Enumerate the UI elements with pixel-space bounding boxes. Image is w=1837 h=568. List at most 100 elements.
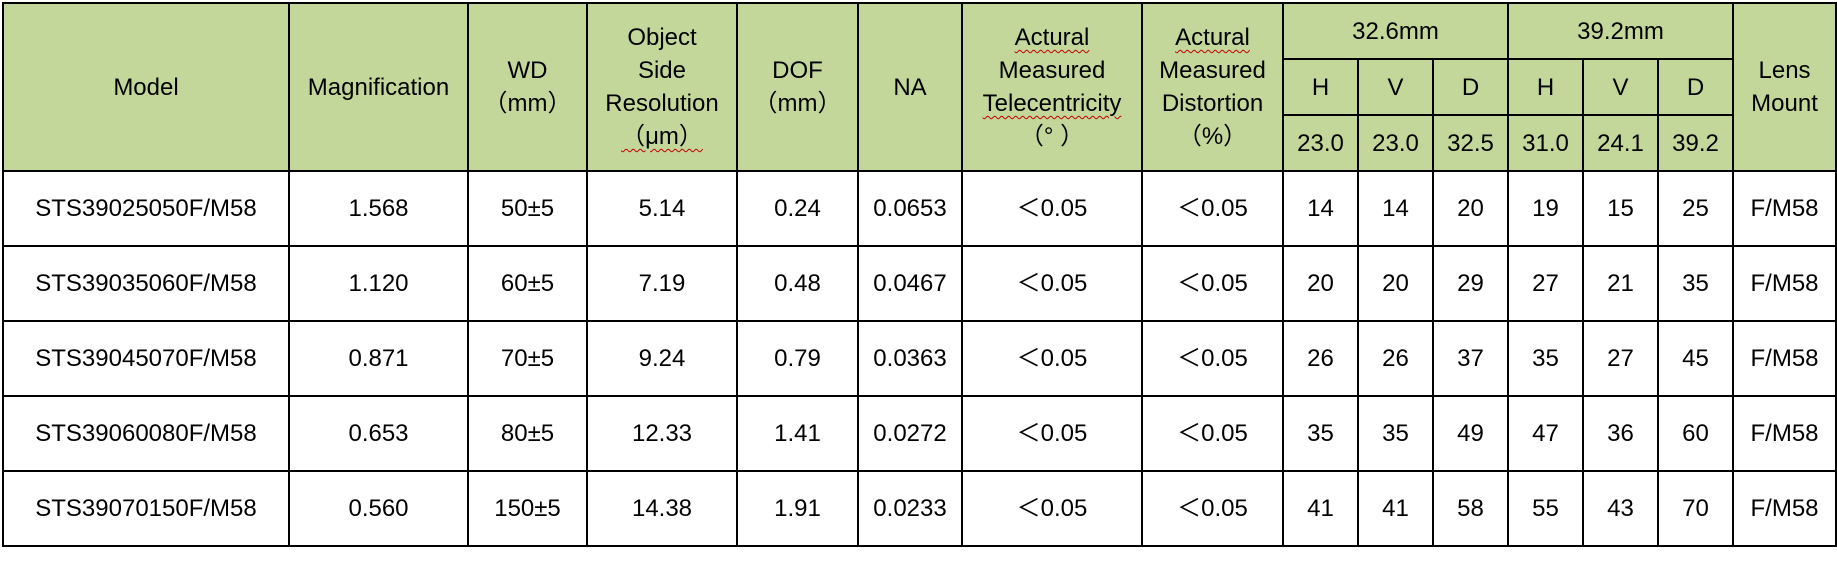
cell-wd: 150±5 [467,470,588,547]
header-telecentricity: Actural Measured Telecentricity （° ） [961,2,1143,172]
cell-magnification: 1.120 [288,245,469,322]
cell-b-v: 27 [1582,320,1660,397]
cell-resolution: 9.24 [586,320,738,397]
cell-a-v: 41 [1357,470,1434,547]
cell-lens-mount: F/M58 [1732,170,1837,247]
cell-resolution: 7.19 [586,245,738,322]
header-b-h-value: 31.0 [1507,114,1585,172]
table-row: STS39035060F/M58 1.120 60±5 7.19 0.48 0.0467 ＜… [2,245,1837,322]
cell-a-h: 26 [1282,320,1359,397]
header-wd-label: WD [507,57,548,84]
header-telecentricity-line3: Telecentricity [982,90,1122,117]
cell-telecentricity: ＜0.05 [961,470,1143,547]
header-b-h: H [1507,58,1585,116]
cell-distortion: ＜0.05 [1141,320,1284,397]
cell-magnification: 0.560 [288,470,469,547]
header-a-d: D [1431,58,1510,116]
cell-na: 0.0233 [857,470,963,547]
cell-b-v: 36 [1582,395,1660,472]
header-model: Model [2,2,290,172]
cell-b-v: 43 [1582,470,1660,547]
cell-na: 0.0363 [857,320,963,397]
header-lens-mount-line1: Lens [1758,57,1811,84]
cell-lens-mount: F/M58 [1732,320,1837,397]
cell-model: STS39060080F/M58 [2,395,290,472]
cell-distortion: ＜0.05 [1141,470,1284,547]
cell-a-v: 14 [1357,170,1434,247]
header-b-v: V [1582,58,1660,116]
header-resolution-line3: Resolution [605,90,719,117]
cell-model: STS39070150F/M58 [2,470,290,547]
cell-a-h: 35 [1282,395,1359,472]
cell-telecentricity: ＜0.05 [961,320,1143,397]
cell-na: 0.0467 [857,245,963,322]
header-telecentricity-line1: Actural [1014,24,1090,51]
header-b-d: D [1657,58,1735,116]
header-b-d-value: 39.2 [1657,114,1735,172]
cell-dof: 0.48 [736,245,859,322]
cell-a-d: 49 [1431,395,1510,472]
cell-b-h: 27 [1507,245,1585,322]
cell-a-v: 20 [1357,245,1434,322]
header-distortion-line1: Actural [1175,24,1250,51]
header-wd-unit: （mm） [483,90,572,117]
header-a-v: V [1357,58,1434,116]
cell-wd: 80±5 [467,395,588,472]
cell-wd: 50±5 [467,170,588,247]
cell-b-h: 47 [1507,395,1585,472]
cell-dof: 1.91 [736,470,859,547]
header-dof: DOF （mm） [736,2,859,172]
cell-lens-mount: F/M58 [1732,245,1837,322]
cell-a-h: 41 [1282,470,1359,547]
cell-model: STS39035060F/M58 [2,245,290,322]
cell-telecentricity: ＜0.05 [961,245,1143,322]
cell-dof: 0.79 [736,320,859,397]
cell-b-d: 60 [1657,395,1735,472]
cell-b-d: 35 [1657,245,1735,322]
table-row: STS39025050F/M58 1.568 50±5 5.14 0.24 0.0653 ＜… [2,170,1837,247]
cell-distortion: ＜0.05 [1141,245,1284,322]
header-wd: WD （mm） [467,2,588,172]
cell-resolution: 14.38 [586,470,738,547]
header-magnification: Magnification [288,2,469,172]
cell-magnification: 0.871 [288,320,469,397]
cell-wd: 60±5 [467,245,588,322]
header-resolution-unit: （μm） [621,123,703,150]
header-dof-label: DOF [772,57,823,84]
cell-b-d: 25 [1657,170,1735,247]
cell-b-v: 21 [1582,245,1660,322]
header-distortion-line3: Distortion [1161,90,1264,117]
cell-b-d: 70 [1657,470,1735,547]
table-row: STS39060080F/M58 0.653 80±5 12.33 1.41 0.0272… [2,395,1837,472]
header-lens-mount: Lens Mount [1732,2,1837,172]
cell-na: 0.0272 [857,395,963,472]
header-sensor-39-2: 39.2mm [1507,2,1735,60]
table-body: STS39025050F/M58 1.568 50±5 5.14 0.24 0.0653 ＜… [2,170,1837,547]
cell-a-v: 35 [1357,395,1434,472]
cell-a-d: 37 [1431,320,1510,397]
header-distortion: Actural Measured Distortion （%） [1141,2,1284,172]
lens-spec-table: Model Magnification WD （mm） Object Side … [2,2,1837,547]
cell-a-h: 20 [1282,245,1359,322]
cell-b-v: 15 [1582,170,1660,247]
table-row: STS39070150F/M58 0.560 150±5 14.38 1.91 0.023… [2,470,1837,547]
header-resolution-line2: Side [637,57,687,84]
header-distortion-unit: （%） [1177,123,1248,150]
header-distortion-line2: Measured [1159,57,1266,84]
cell-b-h: 55 [1507,470,1585,547]
header-a-v-value: 23.0 [1357,114,1434,172]
header-sensor-32-6: 32.6mm [1281,2,1510,60]
cell-dof: 1.41 [736,395,859,472]
header-a-d-value: 32.5 [1431,114,1510,172]
cell-b-h: 19 [1507,170,1585,247]
table-row: STS39045070F/M58 0.871 70±5 9.24 0.79 0.0363 ＜… [2,320,1837,397]
cell-resolution: 12.33 [586,395,738,472]
header-na: NA [857,2,963,172]
cell-telecentricity: ＜0.05 [961,395,1143,472]
cell-telecentricity: ＜0.05 [961,170,1143,247]
cell-lens-mount: F/M58 [1732,470,1837,547]
cell-distortion: ＜0.05 [1141,395,1284,472]
header-resolution-line1: Object [627,24,697,51]
cell-a-d: 58 [1431,470,1510,547]
cell-na: 0.0653 [857,170,963,247]
